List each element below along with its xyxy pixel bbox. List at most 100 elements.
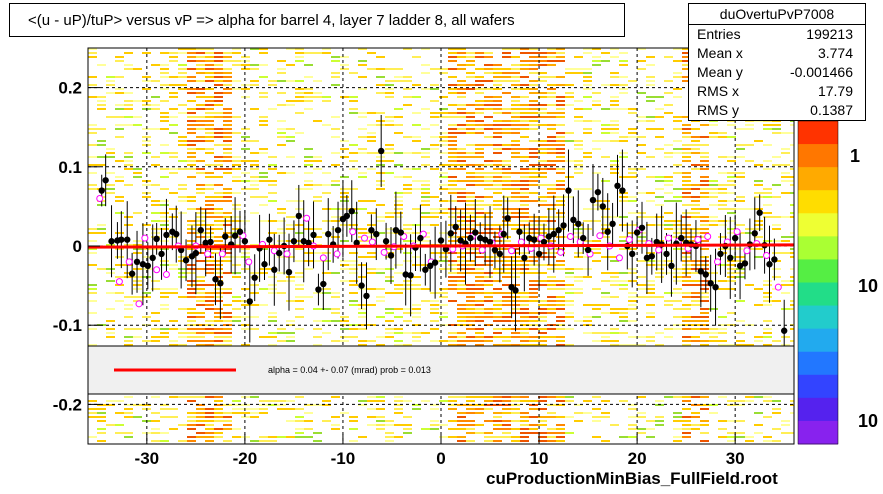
heat-cell bbox=[736, 340, 745, 342]
heat-cell bbox=[295, 240, 304, 242]
heat-cell bbox=[142, 268, 151, 270]
heat-cell bbox=[547, 300, 556, 302]
heat-cell bbox=[718, 280, 727, 282]
heat-cell bbox=[466, 212, 475, 214]
heat-cell bbox=[223, 416, 232, 418]
heat-cell bbox=[466, 124, 475, 126]
heat-cell bbox=[502, 320, 511, 322]
heat-cell bbox=[367, 424, 376, 426]
heat-cell bbox=[691, 296, 700, 298]
heat-cell bbox=[475, 396, 484, 398]
data-point bbox=[202, 239, 209, 247]
heat-cell bbox=[718, 328, 727, 330]
heat-cell bbox=[502, 432, 511, 434]
heat-cell bbox=[241, 220, 250, 222]
heat-cell bbox=[214, 164, 223, 166]
heat-cell bbox=[448, 268, 457, 270]
heat-cell bbox=[259, 268, 268, 270]
heat-cell bbox=[457, 200, 466, 202]
data-point bbox=[207, 238, 214, 246]
heat-cell bbox=[214, 328, 223, 330]
heat-cell bbox=[736, 148, 745, 150]
heat-cell bbox=[403, 168, 412, 170]
heat-cell bbox=[475, 152, 484, 154]
stats-row-rms-y: RMS y 0.1387 bbox=[689, 101, 865, 120]
heat-cell bbox=[511, 216, 520, 218]
heat-cell bbox=[223, 332, 232, 334]
heat-cell bbox=[718, 344, 727, 346]
heat-cell bbox=[160, 168, 169, 170]
heat-cell bbox=[205, 428, 214, 430]
data-point bbox=[285, 268, 293, 276]
heat-cell bbox=[520, 96, 529, 98]
heat-cell bbox=[466, 400, 475, 402]
heat-cell bbox=[394, 396, 403, 398]
colorbar-band bbox=[798, 305, 838, 330]
heat-cell bbox=[322, 172, 331, 174]
heat-cell bbox=[376, 336, 385, 338]
heat-cell bbox=[493, 288, 502, 290]
heat-cell bbox=[691, 292, 700, 294]
heat-cell bbox=[196, 56, 205, 58]
heat-cell bbox=[475, 224, 484, 226]
heat-cell bbox=[88, 156, 97, 158]
data-point bbox=[368, 226, 375, 234]
heat-cell bbox=[493, 168, 502, 170]
heat-cell bbox=[430, 144, 439, 146]
heat-cell bbox=[601, 280, 610, 282]
heat-cell bbox=[250, 412, 259, 414]
heat-cell bbox=[547, 140, 556, 142]
heat-cell bbox=[556, 216, 565, 218]
heat-cell bbox=[628, 172, 637, 174]
heat-cell bbox=[610, 260, 619, 262]
heat-cell bbox=[448, 188, 457, 190]
heat-cell bbox=[367, 212, 376, 214]
heat-cell bbox=[241, 408, 250, 410]
heat-cell bbox=[205, 228, 214, 230]
heat-cell bbox=[106, 400, 115, 402]
heat-cell bbox=[349, 328, 358, 330]
heat-cell bbox=[736, 196, 745, 198]
heat-cell bbox=[205, 340, 214, 342]
heat-cell bbox=[601, 296, 610, 298]
heat-cell bbox=[205, 432, 214, 434]
heat-cell bbox=[682, 324, 691, 326]
heat-cell bbox=[115, 88, 124, 90]
heat-cell bbox=[529, 336, 538, 338]
heat-cell bbox=[709, 308, 718, 310]
heat-cell bbox=[646, 224, 655, 226]
heat-cell bbox=[214, 300, 223, 302]
heat-cell bbox=[502, 188, 511, 190]
heat-cell bbox=[601, 332, 610, 334]
heat-cell bbox=[592, 148, 601, 150]
heat-cell bbox=[340, 340, 349, 342]
heat-cell bbox=[196, 284, 205, 286]
heat-cell bbox=[448, 200, 457, 202]
heat-cell bbox=[772, 124, 781, 126]
heat-cell bbox=[556, 432, 565, 434]
heat-cell bbox=[493, 440, 502, 442]
heat-cell bbox=[124, 64, 133, 66]
heat-cell bbox=[286, 240, 295, 242]
heat-cell bbox=[520, 296, 529, 298]
heat-cell bbox=[691, 144, 700, 146]
heat-cell bbox=[448, 340, 457, 342]
heat-cell bbox=[556, 84, 565, 86]
heat-cell bbox=[538, 60, 547, 62]
heat-cell bbox=[223, 200, 232, 202]
heat-cell bbox=[502, 172, 511, 174]
heat-cell bbox=[646, 80, 655, 82]
heat-cell bbox=[673, 428, 682, 430]
heat-cell bbox=[754, 248, 763, 250]
heat-cell bbox=[169, 268, 178, 270]
heat-cell bbox=[466, 316, 475, 318]
heat-cell bbox=[106, 332, 115, 334]
data-point bbox=[173, 230, 180, 238]
heat-cell bbox=[511, 84, 520, 86]
heat-cell bbox=[196, 304, 205, 306]
heat-cell bbox=[133, 336, 142, 338]
heat-cell bbox=[475, 292, 484, 294]
heat-cell bbox=[187, 128, 196, 130]
heat-cell bbox=[682, 148, 691, 150]
heat-cell bbox=[475, 124, 484, 126]
